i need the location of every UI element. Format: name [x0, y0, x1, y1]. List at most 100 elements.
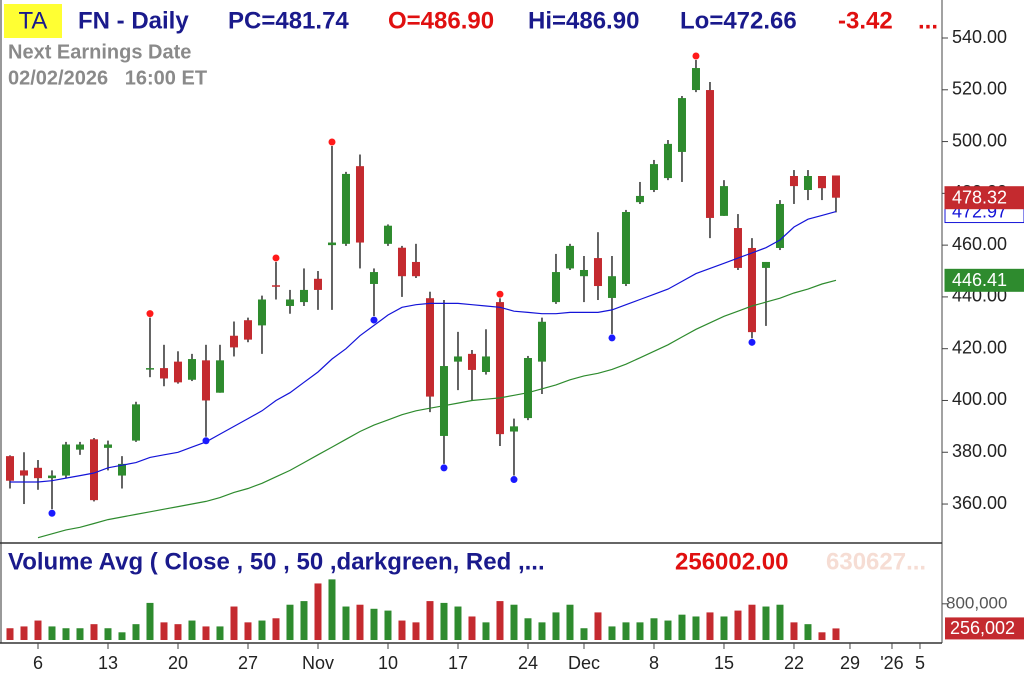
candle-body: [327, 242, 336, 246]
volume-bar: [762, 606, 770, 640]
candle-body: [649, 164, 658, 190]
candle-body: [117, 463, 126, 476]
x-tick-label: 17: [448, 653, 468, 673]
volume-value: 256002.00: [675, 548, 788, 575]
y-tick-label: 400.00: [952, 389, 1007, 409]
candle-body: [397, 247, 406, 277]
volume-bar: [20, 626, 28, 640]
marks: 360.00380.00400.00420.00440.00460.00480.…: [5, 27, 1007, 673]
volume-bar: [692, 616, 700, 640]
volume-bar: [608, 626, 616, 640]
candle-body: [775, 203, 784, 248]
candle-body: [201, 360, 210, 401]
volume-bar: [174, 624, 182, 640]
volume-bar: [258, 620, 266, 640]
prev-close: PC=481.74: [228, 7, 349, 34]
volume-bar: [482, 622, 490, 640]
volume-bar: [818, 632, 826, 640]
x-tick-label: Dec: [568, 653, 600, 673]
volume-bar: [538, 622, 546, 640]
x-tick-label: 8: [649, 653, 659, 673]
volume-bar: [370, 608, 378, 640]
volume-bar: [300, 601, 308, 640]
candle-body: [509, 426, 518, 432]
earnings-title: Next Earnings Date: [8, 41, 191, 63]
volume-bar: [216, 626, 224, 640]
candle-body: [747, 247, 756, 333]
candle-body: [467, 353, 476, 370]
volume-bar: [678, 614, 686, 640]
volume-bar: [580, 628, 588, 640]
volume-bar: [76, 628, 84, 640]
candle-body: [733, 228, 742, 268]
swing-low-marker: [608, 334, 616, 342]
x-tick-label: 27: [238, 653, 258, 673]
volume-avg: 630627...: [826, 548, 926, 575]
volume-bar: [384, 610, 392, 640]
candle-body: [383, 225, 392, 244]
symbol: FN - Daily: [78, 7, 189, 34]
change: -3.42: [838, 7, 893, 34]
badge-box: [4, 4, 62, 38]
volume-bar: [776, 604, 784, 640]
volume-bar: [594, 612, 602, 640]
volume-bar: [622, 622, 630, 640]
candle-body: [341, 173, 350, 244]
candle-body: [817, 176, 826, 189]
volume-bar: [454, 606, 462, 640]
candle-body: [61, 444, 70, 476]
candle-body: [803, 176, 812, 190]
volume-bar: [664, 620, 672, 640]
candle-body: [411, 261, 420, 277]
earnings-date: 02/02/2026 16:00 ET: [8, 67, 207, 89]
candle-body: [523, 358, 532, 419]
volume-bar: [510, 604, 518, 640]
candle-body: [33, 467, 42, 479]
candle-body: [75, 444, 84, 450]
candle-body: [761, 261, 770, 268]
x-tick-label: 15: [714, 653, 734, 673]
candle-body: [593, 258, 602, 287]
candle-body: [481, 356, 490, 372]
volume-bar: [202, 626, 210, 640]
y-tick-label: 380.00: [952, 441, 1007, 461]
more: ...: [918, 7, 938, 34]
low: Lo=472.66: [680, 7, 797, 34]
volume-bar: [146, 602, 154, 640]
x-tick-label: 5: [915, 653, 925, 673]
high: Hi=486.90: [528, 7, 639, 34]
volume-bar: [566, 604, 574, 640]
swing-low-marker: [48, 509, 56, 517]
volume-bar: [230, 606, 238, 640]
y-tick-label: 360.00: [952, 493, 1007, 513]
swing-low-marker: [202, 437, 210, 445]
candle-body: [565, 245, 574, 269]
candle-body: [439, 366, 448, 436]
swing-high-marker: [496, 290, 504, 298]
volume-bar: [104, 628, 112, 640]
swing-high-marker: [692, 52, 700, 60]
volume-title: Volume Avg ( Close , 50 , 50 ,darkgreen,…: [8, 548, 545, 575]
volume-tag: 256,002: [950, 618, 1015, 638]
moving-average: [37, 279, 837, 539]
swing-high-marker: [272, 254, 280, 262]
candle-body: [425, 298, 434, 397]
x-tick-label: 13: [98, 653, 118, 673]
volume-bar: [636, 622, 644, 640]
volume-bar: [790, 622, 798, 640]
x-tick-label: 10: [378, 653, 398, 673]
candle-body: [551, 272, 560, 303]
volume-tag-box: [945, 617, 1024, 640]
x-tick-label: 24: [518, 653, 538, 673]
candle-body: [831, 175, 840, 198]
candle-body: [215, 360, 224, 393]
volume-bar: [34, 620, 42, 640]
swing-high-marker: [328, 138, 336, 146]
x-tick-label: 6: [33, 653, 43, 673]
volume-bar: [734, 610, 742, 640]
candle-body: [103, 444, 112, 448]
volume-bar: [244, 622, 252, 640]
volume-bar: [342, 606, 350, 640]
x-tick-label: 29: [840, 653, 860, 673]
